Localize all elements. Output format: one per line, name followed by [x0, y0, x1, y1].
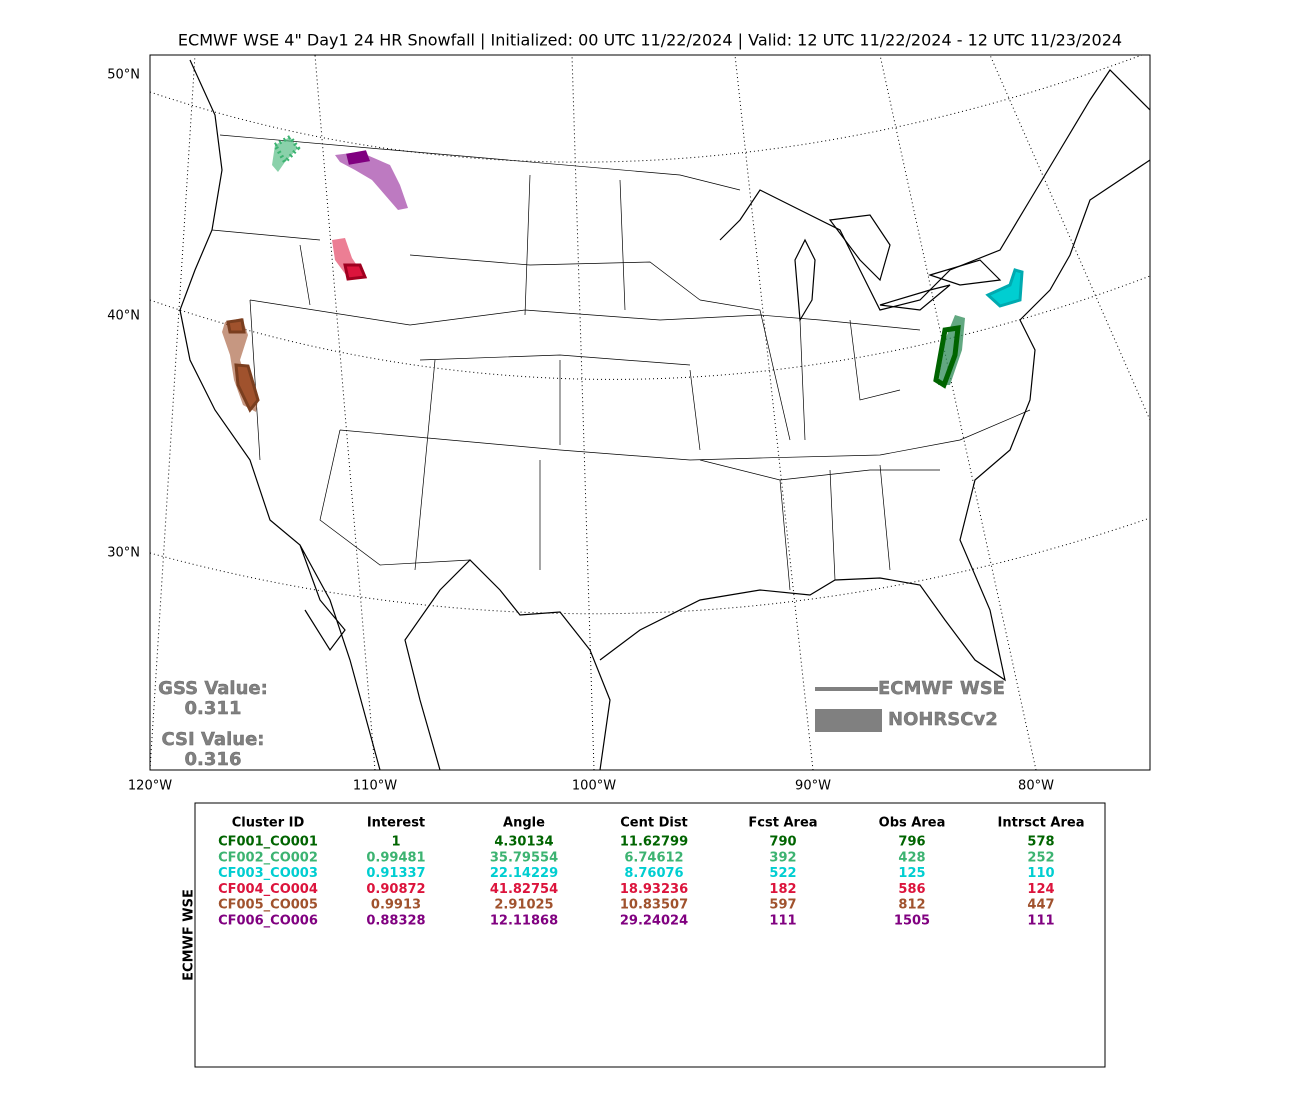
lat-label: 50°N: [107, 68, 140, 83]
table-cell: 252: [1027, 850, 1054, 865]
table-cell: 0.88328: [366, 914, 425, 929]
state-borders: [211, 134, 1031, 591]
map: [150, 55, 1150, 770]
stat-label: GSS Value:: [158, 678, 268, 699]
graticule: [150, 517, 1150, 615]
lon-label: 110°W: [353, 779, 397, 794]
cluster: [346, 150, 371, 165]
lat-label: 40°N: [107, 309, 140, 324]
column-header: Fcst Area: [748, 816, 817, 831]
table-cell: 578: [1027, 835, 1054, 850]
table-cell: 447: [1027, 898, 1054, 913]
column-header: Cent Dist: [620, 816, 688, 831]
table-cell: 0.91337: [366, 866, 425, 881]
table-cell: 12.11868: [490, 914, 558, 929]
table-cell: 522: [769, 866, 796, 881]
table-cell: CF004_CO004: [218, 882, 318, 897]
table-cell: 428: [898, 850, 925, 865]
table-cell: 11.62799: [620, 835, 688, 850]
table-cell: 586: [898, 882, 925, 897]
graticule: [734, 55, 814, 770]
lakes: [794, 214, 1002, 322]
lat-label: 30°N: [107, 546, 140, 561]
table-cell: 1: [391, 835, 400, 850]
table-cell: 41.82754: [490, 882, 558, 897]
graticule: [571, 55, 595, 770]
graticule: [879, 55, 1037, 770]
cluster: [985, 268, 1024, 308]
cluster: [226, 318, 260, 413]
table-cell: 8.76076: [624, 866, 683, 881]
legend-label: ECMWF WSE: [878, 678, 1005, 699]
table-cell: CF001_CO001: [218, 835, 318, 850]
lon-label: 120°W: [128, 779, 172, 794]
table-cell: CF002_CO002: [218, 850, 318, 865]
legend: ECMWF WSE NOHRSCv2: [815, 678, 1005, 732]
table-side-label: ECMWF WSE: [182, 889, 197, 981]
table-cell: 2.91025: [494, 898, 553, 913]
column-header: Intrsct Area: [998, 816, 1085, 831]
lon-label: 100°W: [572, 779, 616, 794]
table-cell: 182: [769, 882, 796, 897]
table-cell: 29.24024: [620, 914, 688, 929]
cluster: [343, 263, 368, 281]
stat-label: CSI Value:: [162, 729, 265, 750]
table-cell: CF006_CO006: [218, 914, 318, 929]
table-cell: CF005_CO005: [218, 898, 318, 913]
table-frame: [194, 802, 1106, 1068]
table-cell: 18.93236: [620, 882, 688, 897]
table-cell: 4.30134: [494, 835, 553, 850]
table-cell: 10.83507: [620, 898, 688, 913]
lon-label: 80°W: [1018, 779, 1054, 794]
table-cell: 0.99481: [366, 850, 425, 865]
table-cell: 0.90872: [366, 882, 425, 897]
graticule: [150, 55, 1144, 163]
table-cell: 6.74612: [624, 850, 683, 865]
coastline: [179, 59, 1150, 770]
cluster: [272, 134, 301, 166]
table-cell: 22.14229: [490, 866, 558, 881]
table-cell: 111: [1027, 914, 1054, 929]
column-header: Obs Area: [879, 816, 946, 831]
title: ECMWF WSE 4" Day1 24 HR Snowfall | Initi…: [178, 31, 1122, 50]
graticule: [150, 55, 196, 770]
table-cell: 597: [769, 898, 796, 913]
column-header: Cluster ID: [232, 816, 305, 831]
table-cell: 110: [1027, 866, 1054, 881]
column-header: Angle: [503, 816, 545, 831]
lon-label: 90°W: [795, 779, 831, 794]
cluster: [335, 152, 408, 210]
table-cell: 124: [1027, 882, 1054, 897]
table-cell: 35.79554: [490, 850, 558, 865]
map-frame: [149, 54, 1151, 771]
stat-value: 0.311: [185, 698, 242, 719]
stat-value: 0.316: [185, 749, 242, 770]
cluster: [933, 325, 961, 389]
legend-patch: [815, 709, 882, 732]
table-cell: 796: [898, 835, 925, 850]
table-cell: 812: [898, 898, 925, 913]
table-cell: CF003_CO003: [218, 866, 318, 881]
table-cell: 790: [769, 835, 796, 850]
column-header: Interest: [367, 816, 425, 831]
graticule: [989, 55, 1150, 421]
table-cell: 111: [769, 914, 796, 929]
table-cell: 392: [769, 850, 796, 865]
table-cell: 1505: [894, 914, 930, 929]
legend-label: NOHRSCv2: [888, 709, 998, 730]
table-cell: 0.9913: [371, 898, 421, 913]
cluster: [272, 137, 298, 172]
table-cell: 125: [898, 866, 925, 881]
